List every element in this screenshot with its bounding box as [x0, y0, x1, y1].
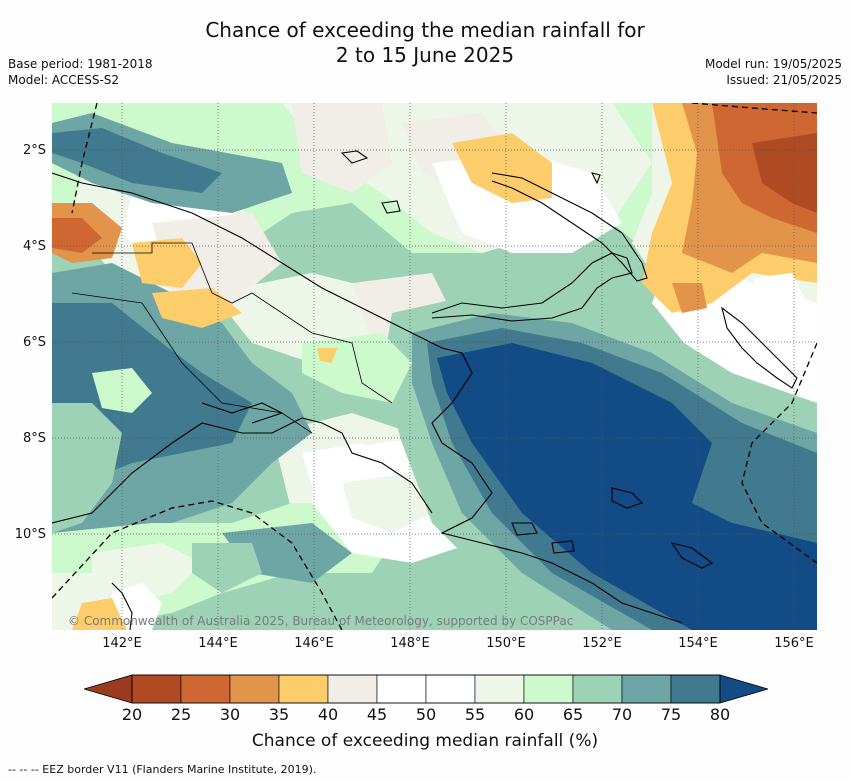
colorbar-tick-label: 45 [366, 705, 388, 724]
colorbar-tick-label: 55 [464, 705, 486, 724]
colorbar-boxes [131, 674, 721, 704]
meta-right: Model run: 19/05/2025 Issued: 21/05/2025 [705, 56, 842, 88]
colorbar-box [229, 674, 280, 704]
lat-label-4s: 4°S [22, 239, 46, 254]
title-line-1: Chance of exceeding the median rainfall … [205, 18, 645, 42]
colorbar-tick-label: 40 [317, 705, 339, 724]
title-line-2: 2 to 15 June 2025 [335, 43, 515, 67]
map-title: Chance of exceeding the median rainfall … [0, 18, 850, 68]
lon-label-146: 146°E [294, 636, 334, 651]
colorbar-box [327, 674, 378, 704]
lon-label-142: 142°E [102, 636, 142, 651]
colorbar-box [621, 674, 672, 704]
lat-label-6s: 6°S [22, 335, 46, 350]
lat-label-2s: 2°S [22, 143, 46, 158]
colorbar-box [278, 674, 329, 704]
rainfall-map: © Commonwealth of Australia 2025, Bureau… [52, 103, 817, 630]
colorbar-tick-label: 65 [562, 705, 584, 724]
colorbar-box [376, 674, 427, 704]
colorbar-label: Chance of exceeding median rainfall (%) [251, 731, 599, 751]
colorbar [84, 674, 768, 704]
lon-label-148: 148°E [390, 636, 430, 651]
lat-label-10s: 10°S [14, 527, 46, 542]
colorbar-tick-label: 75 [660, 705, 682, 724]
eez-borders [52, 103, 817, 630]
colorbar-tick-label: 30 [219, 705, 241, 724]
colorbar-box [180, 674, 231, 704]
colorbar-box [474, 674, 525, 704]
colorbar-tick-label: 20 [121, 705, 143, 724]
colorbar-box [670, 674, 721, 704]
probability-field [52, 103, 817, 630]
lon-label-144: 144°E [198, 636, 238, 651]
colorbar-tick-label: 35 [268, 705, 290, 724]
lon-label-150: 150°E [486, 636, 526, 651]
lat-label-8s: 8°S [22, 431, 46, 446]
colorbar-over-triangle [719, 674, 768, 704]
lon-label-156: 156°E [774, 636, 814, 651]
colorbar-box [523, 674, 574, 704]
eez-footnote: -- -- -- EEZ border V11 (Flanders Marine… [8, 763, 317, 776]
province-borders [71, 242, 393, 434]
lon-label-152: 152°E [582, 636, 622, 651]
colorbar-tick-label: 25 [170, 705, 192, 724]
colorbar-tick-label: 70 [611, 705, 633, 724]
colorbar-box [131, 674, 182, 704]
issued-text: Issued: 21/05/2025 [726, 73, 842, 87]
model-run-text: Model run: 19/05/2025 [704, 57, 842, 71]
coastlines [52, 150, 798, 630]
colorbar-tick-label: 80 [709, 705, 731, 724]
colorbar-tick-label: 60 [513, 705, 535, 724]
colorbar-tick-label: 50 [415, 705, 437, 724]
colorbar-box [425, 674, 476, 704]
meta-left: Base period: 1981-2018 Model: ACCESS-S2 [8, 56, 153, 88]
colorbar-box [572, 674, 623, 704]
lon-label-154: 154°E [678, 636, 718, 651]
copyright-text: © Commonwealth of Australia 2025, Bureau… [68, 614, 573, 628]
model-text: Model: ACCESS-S2 [8, 73, 120, 87]
base-period-text: Base period: 1981-2018 [8, 57, 153, 71]
colorbar-under-triangle [84, 674, 133, 704]
